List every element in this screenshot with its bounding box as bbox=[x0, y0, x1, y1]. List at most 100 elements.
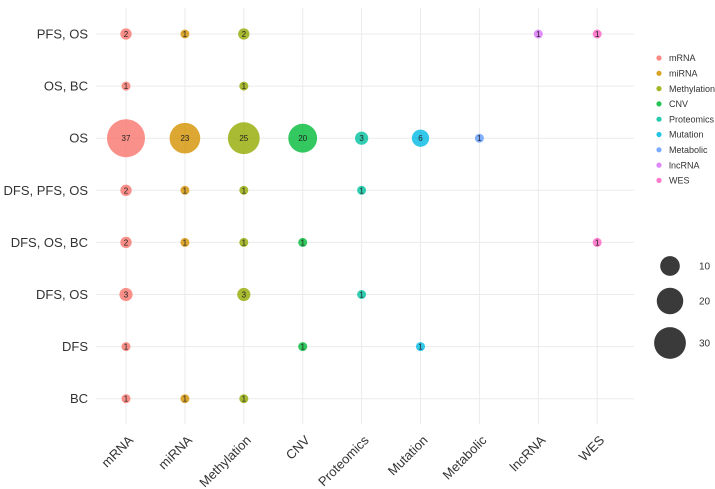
bubble-value: 1 bbox=[183, 395, 188, 404]
x-tick-mirna: miRNA bbox=[155, 432, 195, 472]
bubble-cnv-dfs: 1 bbox=[298, 342, 308, 352]
x-tick-proteomics: Proteomics bbox=[315, 432, 372, 489]
bubble-proteomics-dfs-pfs-os: 1 bbox=[357, 185, 367, 195]
legend-key bbox=[656, 86, 662, 92]
bubble-circle bbox=[239, 185, 249, 195]
legend-item-wes: WES bbox=[656, 176, 690, 186]
bubble-mutation-os: 6 bbox=[411, 129, 430, 147]
bubble-circle bbox=[119, 287, 133, 302]
legend-key bbox=[656, 162, 662, 168]
legend-label: WES bbox=[669, 176, 690, 186]
bubble-methylation-dfs-os-bc: 1 bbox=[239, 237, 249, 247]
size-legend-key bbox=[656, 287, 684, 315]
bubble-circle bbox=[237, 287, 251, 302]
bubble-mrna-dfs: 1 bbox=[121, 342, 131, 352]
bubble-mrna-pfs-os: 2 bbox=[120, 28, 132, 40]
legend-label: mRNA bbox=[669, 53, 696, 63]
bubble-value: 2 bbox=[124, 30, 129, 39]
bubble-value: 1 bbox=[242, 186, 247, 195]
y-axis: PFS, OS OS, BC OS DFS, PFS, OS DFS, OS, BC DF… bbox=[3, 27, 88, 407]
legend-key bbox=[656, 147, 662, 153]
x-tick-cnv: CNV bbox=[283, 432, 313, 462]
bubble-mutation-dfs: 1 bbox=[416, 342, 425, 352]
bubble-circle bbox=[180, 394, 190, 404]
x-tick-mutation: Mutation bbox=[385, 433, 431, 479]
bubble-value: 3 bbox=[242, 291, 247, 300]
bubble-circle bbox=[355, 131, 369, 145]
color-legend: mRNA miRNA Methylation CNV Proteomics Mutatio… bbox=[656, 53, 715, 186]
x-tick-mrna: mRNA bbox=[98, 432, 136, 470]
y-tick-bc: BC bbox=[70, 391, 88, 406]
bubble-circle bbox=[239, 81, 249, 91]
legend-item-mutation: Mutation bbox=[656, 130, 704, 140]
x-axis: mRNA miRNA Methylation CNV Proteomics Mutatio… bbox=[98, 432, 607, 489]
legend-item-lncrna: lncRNA bbox=[656, 160, 700, 170]
bubble-cnv-os: 20 bbox=[288, 123, 318, 153]
bubble-value: 20 bbox=[298, 134, 307, 143]
bubble-circle bbox=[180, 185, 190, 195]
bubble-circle bbox=[288, 123, 318, 153]
legend-key bbox=[656, 177, 662, 183]
size-legend-item-20: 20 bbox=[656, 287, 711, 315]
legend-item-methylation: Methylation bbox=[656, 84, 715, 94]
size-legend-label: 30 bbox=[699, 339, 711, 350]
bubble-value: 1 bbox=[595, 238, 600, 247]
bubble-value: 25 bbox=[239, 134, 248, 143]
bubble-methylation-os: 25 bbox=[227, 122, 260, 155]
bubble-value: 1 bbox=[418, 343, 423, 352]
bubble-circle bbox=[169, 122, 201, 154]
bubble-methylation-os-bc: 1 bbox=[239, 81, 249, 91]
y-tick-dfs-os: DFS, OS bbox=[36, 287, 88, 302]
bubble-value: 1 bbox=[359, 186, 364, 195]
bubble-mirna-bc: 1 bbox=[180, 394, 190, 404]
bubble-circle bbox=[298, 342, 308, 352]
bubble-value: 37 bbox=[122, 134, 131, 143]
bubble-mirna-os: 23 bbox=[169, 122, 201, 154]
bubble-mrna-os-bc: 1 bbox=[121, 81, 131, 91]
bubble-value: 1 bbox=[242, 82, 247, 91]
bubble-metabolic-os: 1 bbox=[474, 133, 484, 143]
bubble-circle bbox=[357, 290, 367, 299]
bubble-value: 1 bbox=[300, 343, 305, 352]
bubble-cnv-dfs-os-bc: 1 bbox=[298, 237, 308, 247]
bubble-value: 1 bbox=[124, 343, 129, 352]
bubble-circle bbox=[121, 342, 131, 352]
legend-label: Methylation bbox=[669, 84, 715, 94]
bubble-circle bbox=[180, 29, 190, 39]
bubble-value: 2 bbox=[124, 238, 129, 247]
bubble-value: 1 bbox=[183, 238, 188, 247]
bubble-mrna-dfs-pfs-os: 2 bbox=[120, 184, 132, 196]
bubble-value: 1 bbox=[183, 30, 188, 39]
legend-key bbox=[656, 101, 662, 107]
legend-item-cnv: CNV bbox=[656, 99, 688, 109]
legend-key bbox=[656, 131, 662, 138]
bubble-circle bbox=[592, 29, 602, 39]
bubble-circle bbox=[298, 237, 308, 247]
bubble-circle bbox=[180, 237, 190, 247]
bubble-circle bbox=[120, 184, 132, 196]
x-tick-metabolic: Metabolic bbox=[440, 432, 490, 482]
bubble-mrna-dfs-os: 3 bbox=[119, 287, 133, 302]
legend-item-metabolic: Metabolic bbox=[656, 145, 708, 155]
bubble-circle bbox=[121, 394, 131, 404]
legend-label: Proteomics bbox=[669, 114, 715, 124]
bubble-methylation-pfs-os: 2 bbox=[238, 28, 250, 40]
bubble-circle bbox=[121, 81, 131, 91]
bubble-mrna-bc: 1 bbox=[121, 394, 131, 404]
bubble-wes-pfs-os: 1 bbox=[592, 29, 602, 39]
bubble-proteomics-os: 3 bbox=[355, 131, 369, 145]
legend-item-mirna: miRNA bbox=[656, 69, 698, 79]
bubble-value: 6 bbox=[418, 134, 423, 143]
bubble-circle bbox=[357, 185, 367, 195]
bubble-mirna-dfs-pfs-os: 1 bbox=[180, 185, 190, 195]
bubble-value: 23 bbox=[180, 134, 189, 143]
size-legend-item-10: 10 bbox=[660, 256, 711, 276]
bubble-circle bbox=[474, 133, 484, 143]
size-legend-key bbox=[654, 327, 686, 359]
bubble-value: 3 bbox=[359, 134, 364, 143]
bubble-proteomics-dfs-os: 1 bbox=[357, 290, 367, 300]
bubble-circle bbox=[238, 28, 250, 40]
bubble-value: 1 bbox=[124, 395, 129, 404]
size-legend: 10 20 30 bbox=[654, 256, 711, 359]
legend-label: Mutation bbox=[669, 130, 704, 140]
